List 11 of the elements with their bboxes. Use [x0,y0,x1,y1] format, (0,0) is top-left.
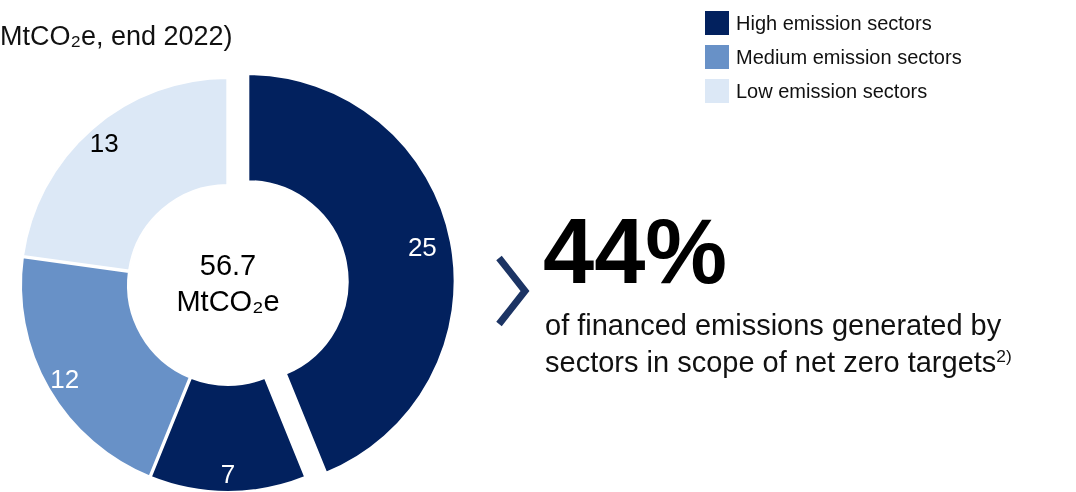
text: 44% [543,200,728,302]
text: of financed emissions generated by sectors in scope of net zero targets$^{2)}$ [545,309,1012,378]
legend-label: Medium emission sectors [736,46,962,68]
legend-label: High emission sectors [736,12,932,34]
data-label: 12 [50,364,80,395]
text: 56.7 MtCO₂e [176,249,280,317]
data-label: 13 [89,127,119,158]
data-label: 25 [407,232,437,263]
chart-title: MtCO₂e, end 2022) [0,21,233,51]
legend-label: Low emission sectors [736,80,928,102]
data-label: 7 [220,458,236,489]
